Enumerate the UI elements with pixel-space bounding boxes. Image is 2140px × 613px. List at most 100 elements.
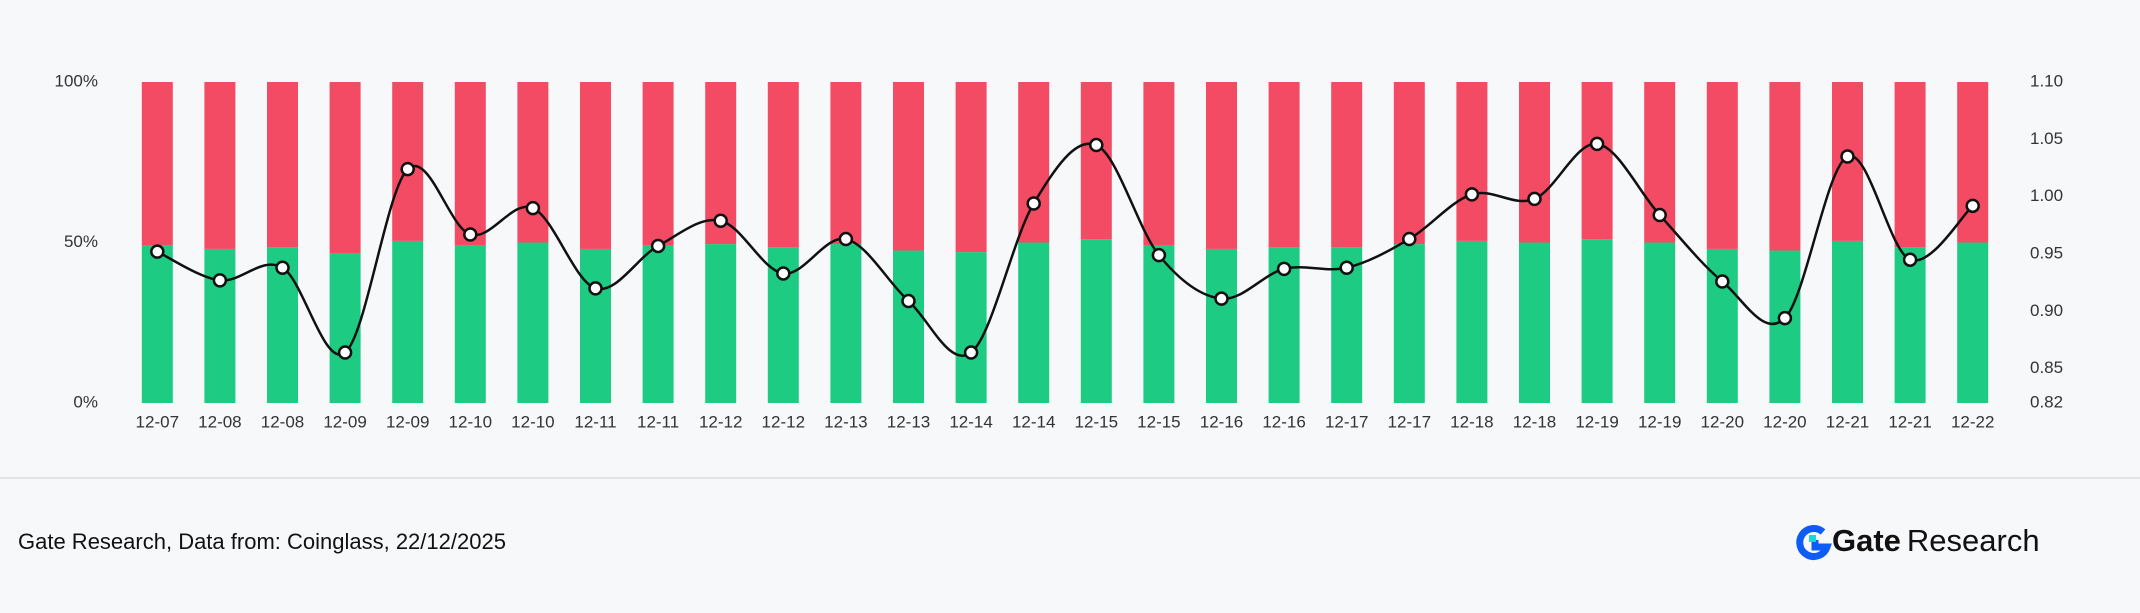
bar-segment <box>830 244 862 403</box>
bar-segment <box>1268 82 1300 248</box>
ratio-point <box>1589 136 1605 152</box>
x-tick-label: 12-12 <box>762 412 805 431</box>
ratio-point <box>1965 198 1980 214</box>
ratio-point <box>963 345 979 360</box>
y-tick-label: 50% <box>64 232 98 251</box>
ratio-point <box>1777 310 1793 326</box>
bar-segment <box>955 252 987 403</box>
bar-segment <box>267 82 298 248</box>
logo-word: Research <box>1907 523 2040 558</box>
x-tick-label: 12-13 <box>824 412 867 431</box>
ratio-point <box>337 345 353 360</box>
bar-segment <box>1018 242 1050 403</box>
bar-segment <box>1206 82 1237 249</box>
x-tick-label: 12-08 <box>198 412 241 431</box>
bar-segment <box>1519 82 1550 243</box>
x-tick-label: 12-19 <box>1638 412 1681 431</box>
x-tick-label: 12-11 <box>574 412 616 431</box>
x-tick-label: 12-14 <box>949 412 992 431</box>
x-tick-label: 12-09 <box>386 412 429 431</box>
x-tick-label: 12-21 <box>1826 412 1869 431</box>
bar-segment <box>1080 82 1112 240</box>
logo-bold: Gate <box>1832 523 1901 558</box>
x-tick-label: 12-16 <box>1262 412 1305 431</box>
bar-segment <box>329 253 361 403</box>
bar-segment <box>1581 239 1613 403</box>
x-tick-label: 12-18 <box>1513 412 1556 431</box>
bar-segment <box>1080 239 1112 403</box>
x-tick-label: 12-08 <box>261 412 304 431</box>
ratio-point <box>212 273 228 288</box>
ratio-point <box>275 260 290 275</box>
y-tick-label: 0% <box>73 392 98 411</box>
bar-segment <box>955 82 987 253</box>
x-tick-label: 12-22 <box>1951 412 1994 431</box>
logo-text: Gate Research <box>1832 523 2040 558</box>
bar-segment <box>1393 82 1425 245</box>
bar-segment <box>517 242 549 403</box>
y2-tick-label: 1.10 <box>2030 71 2063 90</box>
ratio-point <box>1902 252 1918 267</box>
ratio-point <box>1840 149 1855 164</box>
bar-segment <box>141 82 173 246</box>
bar-segment <box>830 82 862 245</box>
x-tick-label: 12-11 <box>637 412 679 431</box>
bar-segment <box>1456 82 1488 241</box>
x-tick-label: 12-18 <box>1450 412 1493 431</box>
x-tick-label: 12-17 <box>1325 412 1368 431</box>
x-tick-label: 12-13 <box>887 412 930 431</box>
bar-segment <box>392 82 424 241</box>
bar-segment <box>705 244 737 403</box>
bar-segment <box>1644 242 1676 403</box>
bar-segment <box>329 82 361 254</box>
ratio-point <box>901 293 916 309</box>
bar-segment <box>392 240 424 403</box>
source-note: Gate Research, Data from: Coinglass, 22/… <box>18 529 506 554</box>
ratio-point <box>776 266 791 281</box>
x-tick-label: 12-10 <box>511 412 554 431</box>
ratio-point <box>1464 187 1480 202</box>
bar-segment <box>767 82 799 248</box>
bar-segment <box>204 82 236 249</box>
bar-segment <box>204 248 236 403</box>
bar-segment <box>1519 242 1550 403</box>
ratio-point <box>1089 137 1104 153</box>
x-tick-label: 12-14 <box>1012 412 1055 431</box>
ratio-point <box>588 281 603 296</box>
y2-tick-label: 0.90 <box>2030 301 2063 320</box>
bar-segment <box>642 82 674 246</box>
bar-segment <box>1769 250 1801 403</box>
logo-icon <box>1796 525 1832 560</box>
ratio-point <box>463 227 478 242</box>
logo-icon-dot <box>1809 535 1816 542</box>
bar-segment <box>141 245 173 403</box>
y2-tick-label: 0.95 <box>2030 243 2063 262</box>
bar-segment <box>1143 245 1175 403</box>
x-tick-label: 12-19 <box>1575 412 1618 431</box>
bar-segment <box>1331 82 1363 248</box>
ratio-point <box>1402 231 1417 247</box>
ratio-point <box>1276 261 1292 277</box>
bar-segment <box>1894 82 1926 248</box>
ratio-point <box>1151 247 1167 263</box>
y2-tick-label: 0.82 <box>2030 392 2063 411</box>
bar-segment <box>1957 242 1989 403</box>
x-tick-label: 12-15 <box>1137 412 1180 431</box>
ratio-point <box>525 200 541 216</box>
bar-segment <box>454 245 486 403</box>
ratio-point <box>1715 274 1730 289</box>
x-tick-label: 12-16 <box>1200 412 1243 431</box>
bar-segment <box>642 245 674 403</box>
ratio-point <box>838 231 854 247</box>
ratio-point <box>400 161 415 177</box>
x-tick-label: 12-10 <box>449 412 492 431</box>
ratio-point <box>1652 207 1667 223</box>
bar-segment <box>1456 240 1488 403</box>
x-tick-label: 12-17 <box>1388 412 1431 431</box>
bar-segment <box>580 248 611 403</box>
bar-segment <box>1832 240 1863 403</box>
x-tick-label: 12-12 <box>699 412 742 431</box>
bar-segment <box>580 82 611 249</box>
x-tick-label: 12-21 <box>1888 412 1931 431</box>
